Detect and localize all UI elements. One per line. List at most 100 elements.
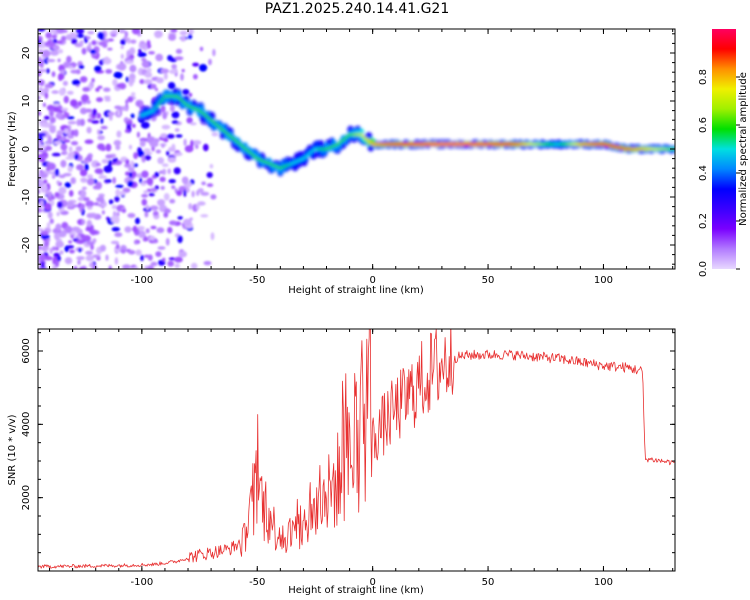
spectrogram-ridge-core <box>396 142 400 146</box>
spectrogram-noise-blob <box>85 227 92 232</box>
spectrogram-noise-blob <box>38 144 46 149</box>
spectrogram-noise-blob <box>64 182 72 188</box>
spectrogram-noise-blob <box>100 117 104 124</box>
spectrogram-ridge-core <box>221 128 225 132</box>
spectrogram-noise-blob <box>189 217 193 221</box>
spectrogram-noise-blob <box>41 230 49 236</box>
spectrogram-noise-blob <box>97 129 101 135</box>
spectrogram-noise-blob <box>98 175 108 179</box>
spectrogram-noise-blob <box>128 166 135 172</box>
spectrogram-noise-blob <box>113 71 123 79</box>
spectrogram-noise-blob <box>40 228 44 233</box>
spectrogram-noise-blob <box>138 230 146 239</box>
spectrogram-noise-blob <box>144 151 153 155</box>
spectrogram-ridge-core <box>486 142 490 146</box>
spectrogram-noise-blob <box>92 108 97 117</box>
spectrogram-ridge-mid <box>331 139 337 145</box>
spectrogram-noise-blob <box>60 107 69 111</box>
spectrogram-noise-blob <box>121 208 127 214</box>
spectrogram-noise-blob <box>56 255 61 262</box>
spectrogram-ridge-core <box>322 147 326 151</box>
spectrogram-noise-blob <box>120 249 126 254</box>
spectrogram-noise-blob <box>107 159 113 168</box>
spectrogram-noise-blob <box>58 186 67 195</box>
spectrogram-noise-blob <box>144 265 148 269</box>
spectrogram-ridge-core <box>338 141 342 144</box>
spectrogram-noise-blob <box>157 199 166 207</box>
spectrogram-ridge-core <box>426 142 430 146</box>
spectrogram-noise-blob <box>63 95 69 104</box>
spectrogram-noise-blob <box>66 90 74 95</box>
spectrogram-ridge-core <box>306 153 310 157</box>
spectrogram-noise-blob <box>174 128 180 132</box>
spectrogram-noise-blob <box>115 105 122 110</box>
spectrogram-noise-blob <box>167 168 171 175</box>
spectrogram-ridge-core <box>544 142 548 146</box>
spectrogram-ridge-core <box>241 145 245 149</box>
spectrogram-noise-blob <box>65 156 74 160</box>
colorbar-tick-label: 0.4 <box>698 165 709 181</box>
spectrogram-noise-blob <box>196 190 200 196</box>
spectrogram-noise-blob <box>86 241 95 246</box>
spectrogram-ridge-core <box>516 142 520 146</box>
spectrogram-noise-blob <box>150 83 157 89</box>
spectrogram-noise-blob <box>115 144 121 151</box>
spectrogram-ridge-core <box>375 142 379 146</box>
spectrogram-noise-blob <box>138 43 147 49</box>
spectrogram-noise-blob <box>75 228 83 235</box>
spectrogram-noise-blob <box>146 67 152 74</box>
spectrogram-noise-blob <box>40 261 45 269</box>
spectrogram-noise-blob <box>76 33 84 38</box>
spectrogram-ridge-core <box>163 94 167 98</box>
spectrogram-noise-blob <box>67 120 77 125</box>
spectrogram-noise-blob <box>70 129 75 137</box>
spectrogram-ridge-core <box>518 142 523 146</box>
spectrogram-noise-blob <box>97 85 103 89</box>
spectrogram-ridge-core <box>627 147 631 151</box>
spectrogram-ridge-core <box>156 103 160 107</box>
snr-ticks: -100 -50 0 50 100 2000 4000 6000 <box>21 329 675 588</box>
spectrogram-noise-blob <box>63 150 68 155</box>
spectrogram-noise-blob <box>45 32 52 39</box>
spectrogram-noise-blob <box>110 215 118 223</box>
spectrogram-noise-blob <box>42 102 46 107</box>
spectrogram-noise-blob <box>54 259 60 268</box>
spectrogram-ridge-core <box>414 142 419 146</box>
spectrogram-noise-blob <box>130 92 136 97</box>
spectrogram-noise-blob <box>81 186 87 190</box>
spectrogram-ridge-core <box>174 94 179 98</box>
spectrogram-noise-blob <box>140 254 144 262</box>
spectrogram-noise-blob <box>155 53 164 62</box>
spectrogram-noise-blob <box>47 191 53 198</box>
snr-y-tick-label: 6000 <box>21 338 32 363</box>
spectrogram-noise-blob <box>87 31 95 35</box>
spectrogram-noise-blob <box>65 225 73 234</box>
spectrogram-ridge-core <box>366 139 370 142</box>
spectrogram-ridge-core <box>571 142 576 146</box>
spectrogram-noise-blob <box>63 61 71 68</box>
colorbar-tick-label: 0.0 <box>698 261 709 277</box>
spectrogram-noise-blob <box>208 58 212 66</box>
spectrogram-ridge-core <box>408 142 412 146</box>
spectrogram-noise-blob <box>95 162 101 167</box>
spectrogram-noise-blob <box>115 189 121 197</box>
spectrogram-ridge-core <box>228 134 232 137</box>
spectrogram-ridge-core <box>177 96 181 100</box>
spectrogram-noise-blob <box>86 36 91 40</box>
spectrogram-ridge-core <box>569 142 573 146</box>
spectrogram-ridge-core <box>650 147 654 151</box>
spectrogram-ridge-core <box>216 124 220 128</box>
spectrogram-noise-blob <box>56 130 64 136</box>
spectrogram-noise-blob <box>160 105 166 113</box>
spectrogram-noise-blob <box>177 216 183 220</box>
spectrogram-ridge-core <box>352 133 356 136</box>
spectrogram-noise-blob <box>210 232 215 241</box>
spectrogram-noise-blob <box>190 262 198 269</box>
spectrogram-ridge-core <box>548 142 553 146</box>
spectrogram-noise-blob <box>192 62 200 67</box>
spectrogram-ridge-core <box>458 142 462 146</box>
spectrogram-ridge-mid <box>303 156 309 163</box>
spectrogram-y-tick-label: -10 <box>21 189 32 205</box>
spectrogram-noise-blob <box>91 40 97 46</box>
spectrogram-noise-blob <box>103 87 111 92</box>
